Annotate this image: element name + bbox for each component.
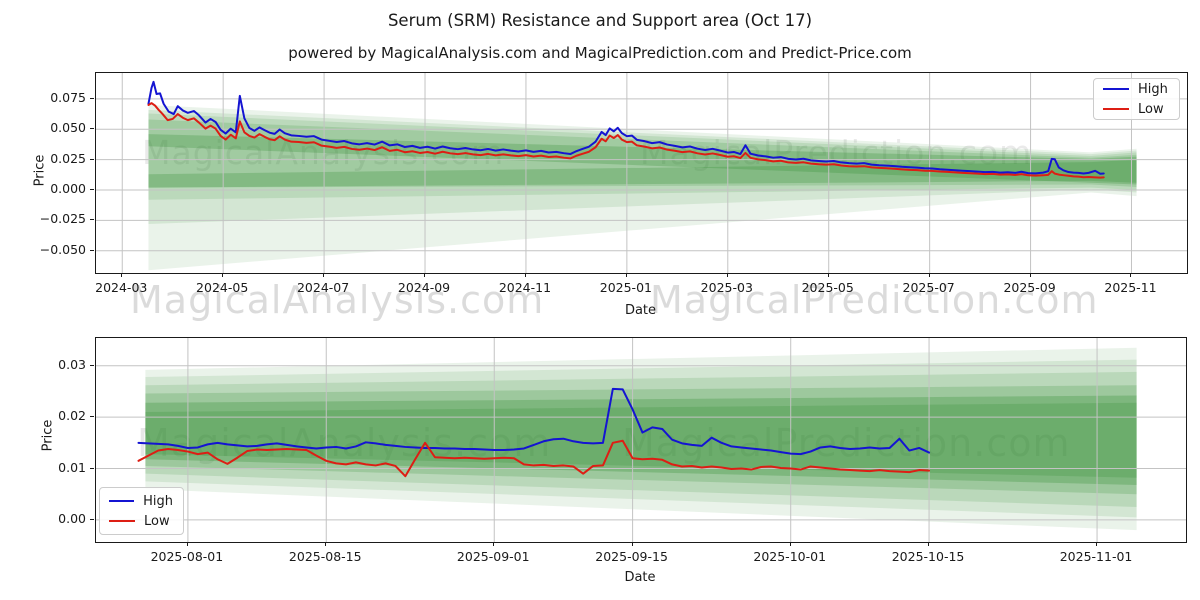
y-tick-label: 0.01 [58, 459, 86, 475]
x-tick-label: 2024-11 [498, 280, 552, 295]
legend-label: Low [1138, 101, 1164, 117]
zoom-chart-plot-area [95, 337, 1187, 543]
y-tick-mark [90, 128, 94, 130]
legend-label: Low [144, 513, 170, 529]
low-line [147, 102, 1105, 179]
x-tick-label: 2025-09-01 [456, 549, 530, 564]
y-tick-label: 0.000 [50, 181, 86, 196]
support-resistance-band [148, 113, 1137, 200]
x-tick-mark [424, 273, 426, 277]
x-tick-mark [493, 542, 495, 546]
x-tick-label: 2025-08-01 [150, 549, 224, 564]
zoom-x-axis-label: Date [624, 570, 656, 585]
y-tick-mark [90, 467, 94, 469]
main-chart-plot-area [95, 72, 1188, 274]
y-tick-label: 0.02 [58, 408, 86, 424]
x-tick-mark [1096, 542, 1098, 546]
support-resistance-band [145, 371, 1137, 508]
legend-item-high: High [1103, 82, 1169, 97]
high-line-swatch [1103, 88, 1129, 90]
low-line-swatch [1103, 108, 1129, 110]
support-resistance-band [145, 385, 1137, 495]
legend-item-low: Low [1103, 102, 1169, 117]
x-tick-mark [625, 273, 627, 277]
x-tick-label: 2025-07 [902, 280, 955, 295]
x-tick-label: 2024-07 [296, 280, 350, 295]
legend-item-low: Low [109, 514, 173, 529]
y-tick-label: −0.025 [39, 211, 86, 227]
high-line [147, 80, 1105, 175]
x-tick-label: 2025-03 [700, 280, 753, 295]
support-resistance-band [145, 359, 1137, 518]
y-tick-mark [90, 249, 94, 251]
support-resistance-band [145, 395, 1137, 485]
zoom-chart-canvas [96, 338, 1186, 542]
support-resistance-band [148, 119, 1137, 188]
x-tick-mark [1130, 273, 1132, 277]
x-tick-mark [186, 542, 188, 546]
low-line [137, 439, 931, 478]
support-resistance-band [145, 402, 1137, 478]
page-title: Serum (SRM) Resistance and Support area … [387, 11, 813, 30]
x-tick-mark [789, 542, 791, 546]
y-tick-mark [90, 97, 94, 99]
x-tick-label: 2025-05 [801, 280, 854, 295]
x-tick-mark [325, 542, 327, 546]
main-x-axis-label: Date [624, 303, 657, 318]
x-tick-mark [631, 542, 633, 546]
legend-item-high: High [109, 494, 173, 509]
x-tick-mark [524, 273, 526, 277]
legend-label: High [1138, 81, 1168, 97]
y-tick-label: 0.075 [50, 89, 86, 105]
page-subtitle: powered by MagicalAnalysis.com and Magic… [288, 44, 912, 62]
y-tick-mark [90, 189, 94, 190]
y-tick-label: −0.050 [39, 241, 86, 257]
x-tick-label: 2025-11 [1104, 280, 1157, 295]
main-chart-canvas [96, 73, 1187, 273]
zoom-chart-legend[interactable]: High Low [99, 487, 184, 535]
y-tick-label: 0.025 [50, 150, 86, 166]
x-tick-label: 2025-10-15 [891, 549, 965, 564]
x-tick-mark [121, 273, 123, 277]
support-resistance-band [148, 109, 1137, 225]
x-tick-label: 2024-05 [196, 280, 249, 295]
x-tick-label: 2025-08-15 [288, 549, 362, 564]
support-resistance-band [148, 104, 1137, 271]
support-resistance-band [145, 347, 1137, 531]
x-tick-label: 2025-09 [1003, 280, 1056, 295]
x-tick-label: 2025-09-15 [595, 549, 668, 564]
x-tick-mark [1029, 273, 1031, 277]
low-line-swatch [109, 520, 135, 522]
watermark-analysis: MagicalAnalysis.com [130, 278, 545, 322]
x-tick-mark [726, 273, 728, 277]
y-tick-mark [90, 364, 94, 366]
x-tick-mark [827, 273, 829, 277]
x-tick-label: 2024-03 [95, 280, 148, 295]
x-tick-mark [928, 542, 930, 546]
x-tick-mark [928, 273, 930, 277]
high-line-swatch [109, 500, 135, 502]
legend-label: High [143, 493, 173, 509]
x-tick-mark [222, 273, 224, 277]
watermark-prediction: MagicalPrediction.com [622, 421, 1071, 465]
x-tick-mark [323, 273, 325, 277]
x-tick-label: 2024-09 [397, 280, 451, 295]
y-tick-label: 0.00 [58, 510, 86, 526]
y-tick-label: 0.03 [58, 356, 86, 372]
x-tick-label: 2025-01 [599, 280, 652, 295]
y-tick-mark [90, 158, 94, 160]
high-line [137, 387, 931, 456]
x-tick-label: 2025-11-01 [1059, 549, 1133, 564]
main-chart-legend[interactable]: High Low [1093, 78, 1180, 120]
x-tick-label: 2025-10-01 [753, 549, 827, 564]
watermark-prediction: MagicalPrediction.com [650, 278, 1099, 322]
y-tick-mark [90, 518, 94, 520]
y-tick-mark [90, 219, 94, 221]
y-tick-label: 0.050 [50, 120, 86, 136]
y-tick-mark [90, 416, 94, 418]
